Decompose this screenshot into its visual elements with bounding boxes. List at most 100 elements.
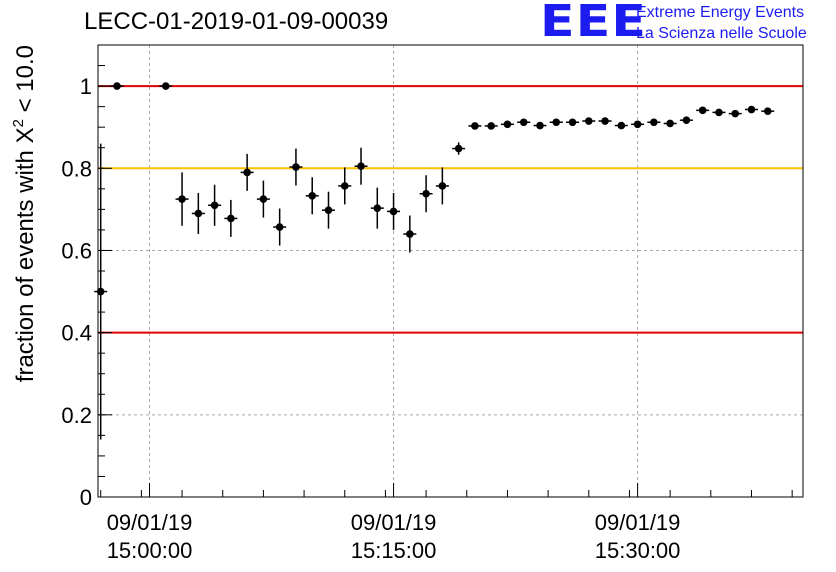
point-marker	[178, 195, 186, 203]
point-marker	[552, 118, 561, 127]
point-marker	[584, 117, 593, 125]
y-tick-label: 0.6	[61, 238, 92, 263]
point-marker	[308, 192, 317, 200]
data-point	[289, 148, 303, 186]
point-marker	[275, 223, 284, 231]
data-point	[208, 184, 222, 226]
point-marker	[617, 121, 626, 130]
data-point	[354, 147, 368, 185]
point-marker	[243, 168, 251, 177]
data-point	[631, 120, 645, 129]
y-axis-title-superscript: 2	[10, 119, 27, 127]
y-tick-label: 1	[80, 74, 92, 99]
point-marker	[373, 204, 382, 212]
data-point	[614, 121, 628, 130]
data-point	[435, 167, 449, 205]
point-marker	[161, 82, 170, 90]
logo-line-1: Extreme Energy Events	[636, 4, 805, 21]
point-marker	[113, 82, 121, 90]
point-marker	[682, 116, 691, 124]
data-point	[696, 106, 710, 115]
point-marker	[324, 206, 333, 214]
data-point	[110, 82, 124, 90]
data-point	[500, 120, 514, 129]
data-point	[663, 119, 677, 128]
point-marker	[666, 119, 674, 128]
logo-mark: EEE	[540, 0, 648, 47]
data-point	[679, 116, 693, 124]
point-marker	[194, 209, 203, 218]
y-axis: 0 0.2 0.4 0.6 0.8 1	[61, 65, 112, 510]
point-marker	[568, 118, 577, 127]
data-point	[647, 118, 661, 127]
data-point	[403, 215, 417, 253]
data-point	[452, 142, 466, 155]
point-marker	[438, 182, 447, 190]
data-point	[175, 172, 189, 226]
point-marker	[487, 122, 495, 130]
point-marker	[389, 207, 398, 216]
y-axis-title-suffix: < 10.0	[12, 45, 39, 119]
x-tick-label-date: 09/01/19	[351, 510, 437, 535]
point-marker	[698, 106, 707, 115]
data-point	[94, 143, 108, 440]
point-marker	[471, 122, 479, 130]
y-axis-title-symbol: X	[12, 127, 39, 143]
data-point	[566, 118, 580, 127]
reference-lines	[98, 85, 803, 334]
x-tick-label-time: 15:30:00	[595, 538, 681, 563]
point-marker	[715, 108, 723, 117]
data-point	[387, 192, 401, 230]
data-point	[321, 191, 335, 229]
point-marker	[210, 201, 219, 210]
data-point	[224, 199, 238, 237]
x-tick-label-date: 09/01/19	[595, 510, 681, 535]
data-point	[598, 117, 612, 125]
x-axis: 09/01/19 15:00:00 09/01/19 15:15:00 09/01/19…	[100, 483, 793, 563]
y-tick-label: 0.8	[61, 156, 92, 181]
point-marker	[454, 144, 463, 153]
point-marker	[227, 214, 235, 223]
data-point	[549, 118, 563, 127]
data-point	[533, 121, 547, 130]
point-marker	[633, 120, 642, 129]
data-point	[240, 153, 254, 191]
y-tick-label: 0	[80, 485, 92, 510]
data-point	[517, 118, 531, 127]
data-point	[582, 117, 596, 125]
point-marker	[406, 230, 414, 238]
point-marker	[292, 163, 300, 171]
point-marker	[96, 287, 105, 296]
y-tick-label: 0.2	[61, 403, 92, 428]
point-marker	[650, 118, 658, 127]
x-tick-label-time: 15:15:00	[351, 538, 437, 563]
data-point	[744, 105, 758, 114]
grid-lines	[98, 45, 803, 497]
x-tick-label-date: 09/01/19	[107, 510, 193, 535]
point-marker	[340, 182, 349, 190]
point-marker	[422, 189, 430, 198]
logo-line-2: La Scienza nelle Scuole	[636, 25, 807, 42]
y-axis-title-prefix: fraction of events with	[12, 143, 39, 382]
point-marker	[536, 121, 544, 130]
data-point	[191, 192, 205, 235]
data-point	[370, 187, 384, 229]
point-marker	[601, 117, 609, 125]
data-series	[94, 82, 775, 440]
data-point	[728, 109, 742, 118]
data-point	[419, 175, 433, 213]
point-marker	[519, 118, 528, 127]
plot-frame	[97, 44, 804, 498]
x-tick-label-time: 15:00:00	[107, 538, 193, 563]
point-marker	[503, 120, 512, 129]
point-marker	[747, 105, 756, 114]
data-point	[761, 107, 775, 115]
data-point	[712, 108, 726, 117]
eee-logo: EEE Extreme Energy Events La Scienza nel…	[540, 0, 830, 47]
data-point	[338, 167, 352, 205]
data-point	[484, 122, 498, 130]
point-marker	[763, 107, 772, 115]
chart-title: LECC-01-2019-01-09-00039	[84, 8, 389, 35]
data-point	[468, 122, 482, 130]
